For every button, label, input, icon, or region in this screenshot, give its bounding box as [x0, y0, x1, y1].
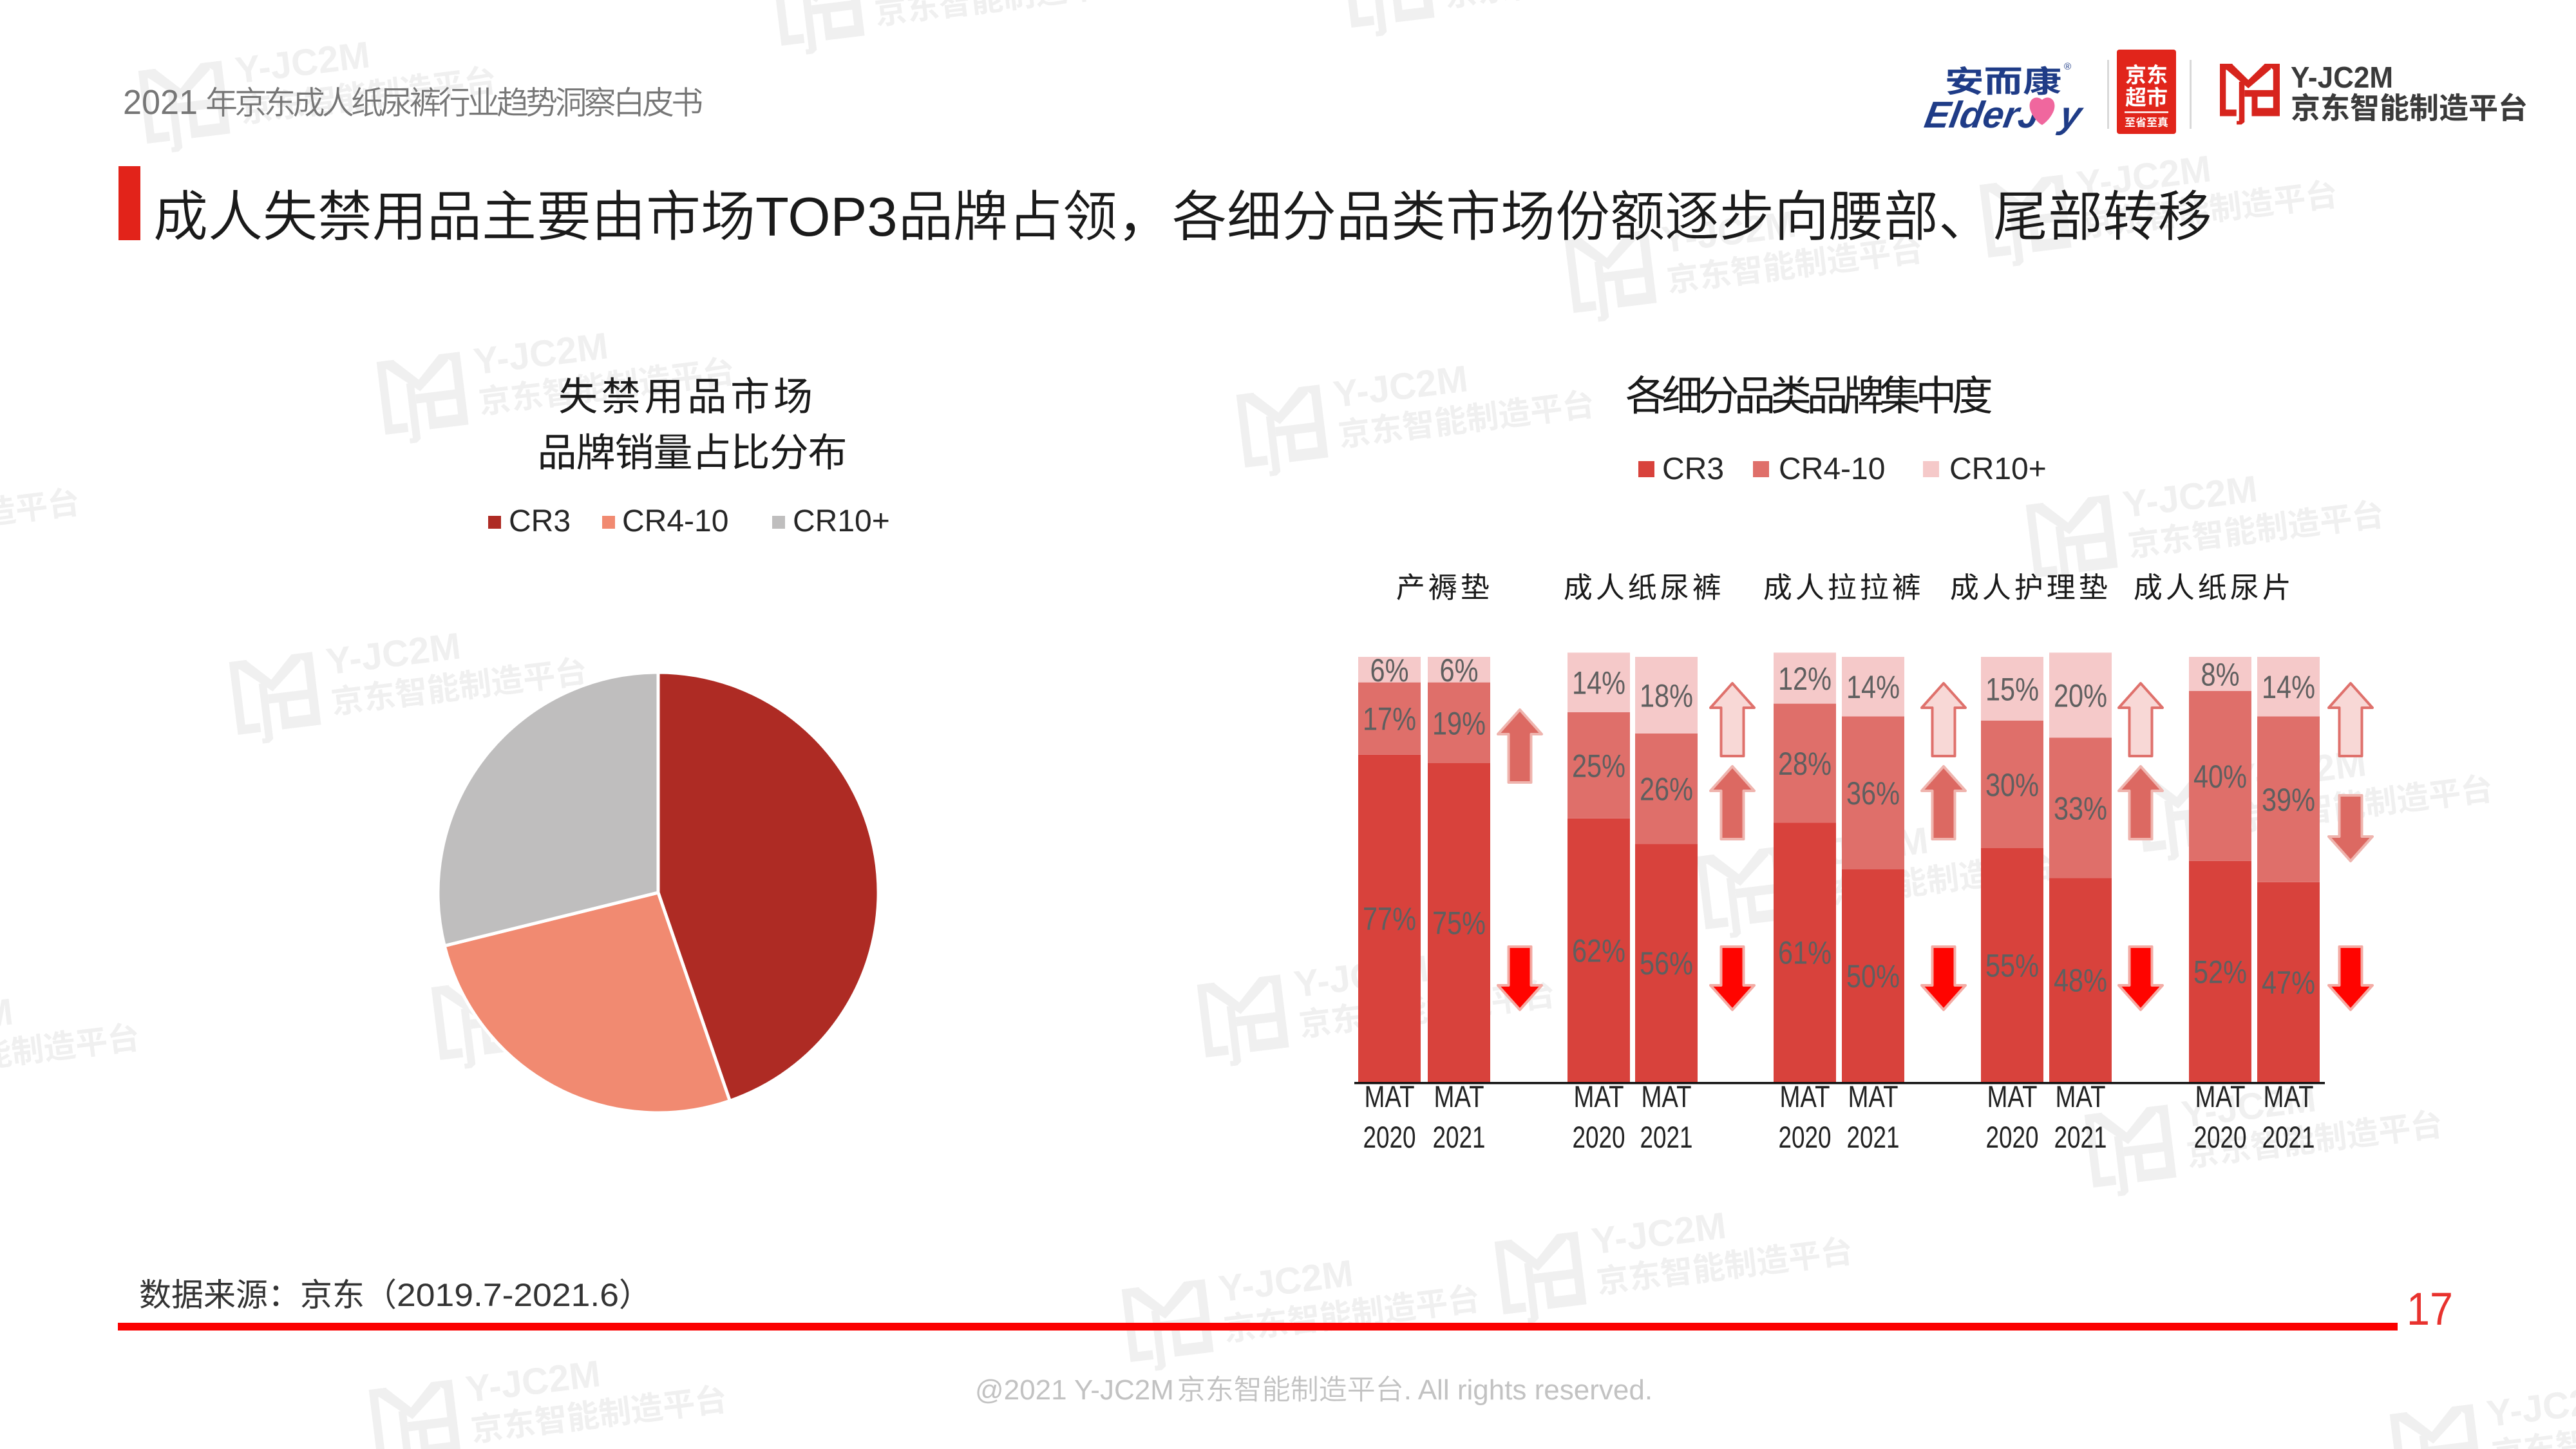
svg-text:ElderJ: ElderJ	[1922, 94, 2044, 136]
svg-text:MAT: MAT	[2056, 1079, 2106, 1113]
svg-text:40%: 40%	[2193, 759, 2247, 795]
svg-text:14%: 14%	[1846, 669, 1900, 705]
svg-text:TOP3: TOP3	[755, 187, 897, 248]
svg-text:61%: 61%	[1778, 935, 1832, 971]
svg-text:MAT: MAT	[1987, 1079, 2038, 1113]
svg-text:55%: 55%	[1985, 948, 2039, 984]
svg-text:Y-JC2M: Y-JC2M	[2291, 61, 2393, 94]
svg-text:MAT: MAT	[1780, 1079, 1830, 1113]
svg-text:33%: 33%	[2054, 790, 2107, 826]
svg-text:14%: 14%	[2262, 669, 2315, 705]
svg-text:CR3: CR3	[1662, 452, 1724, 486]
svg-text:17: 17	[2407, 1284, 2453, 1335]
svg-text:MAT: MAT	[1434, 1079, 1484, 1113]
svg-text:15%: 15%	[1985, 672, 2039, 708]
svg-text:2019.7-2021.6: 2019.7-2021.6	[397, 1277, 619, 1313]
svg-text:MAT: MAT	[1848, 1079, 1899, 1113]
svg-text:2020: 2020	[1986, 1120, 2039, 1154]
svg-text:2020: 2020	[2194, 1120, 2247, 1154]
svg-text:62%: 62%	[1572, 933, 1625, 969]
svg-text:56%: 56%	[1640, 945, 1693, 981]
svg-text:MAT: MAT	[1574, 1079, 1624, 1113]
svg-text:@2021 Y-JC2M: @2021 Y-JC2M	[975, 1374, 1174, 1406]
svg-text:6%: 6%	[1370, 652, 1409, 688]
svg-text:2021: 2021	[1847, 1120, 1900, 1154]
svg-text:®: ®	[2064, 61, 2071, 72]
svg-text:. All rights reserved.: . All rights reserved.	[1404, 1374, 1653, 1406]
svg-text:2020: 2020	[1363, 1120, 1416, 1154]
svg-text:39%: 39%	[2262, 782, 2315, 818]
svg-text:26%: 26%	[1640, 772, 1693, 808]
svg-text:2021: 2021	[2054, 1120, 2107, 1154]
svg-text:19%: 19%	[1432, 705, 1486, 741]
svg-text:CR4-10: CR4-10	[1779, 452, 1885, 486]
svg-text:MAT: MAT	[2264, 1079, 2314, 1113]
svg-text:2021: 2021	[123, 83, 198, 122]
svg-text:30%: 30%	[1985, 767, 2039, 803]
svg-text:MAT: MAT	[1365, 1079, 1415, 1113]
svg-text:CR10+: CR10+	[793, 504, 890, 538]
svg-text:17%: 17%	[1363, 701, 1416, 737]
svg-text:48%: 48%	[2054, 963, 2107, 999]
svg-text:50%: 50%	[1846, 958, 1900, 994]
svg-text:47%: 47%	[2262, 965, 2315, 1001]
svg-text:18%: 18%	[1640, 677, 1693, 714]
svg-text:CR3: CR3	[509, 504, 571, 538]
svg-text:2020: 2020	[1573, 1120, 1625, 1154]
svg-text:MAT: MAT	[2195, 1079, 2246, 1113]
svg-text:6%: 6%	[1440, 652, 1479, 688]
svg-text:CR4-10: CR4-10	[622, 504, 728, 538]
svg-text:28%: 28%	[1778, 746, 1832, 782]
svg-text:CR10+: CR10+	[1949, 452, 2047, 486]
svg-text:8%: 8%	[2201, 656, 2240, 692]
svg-text:36%: 36%	[1846, 775, 1900, 811]
svg-text:MAT: MAT	[1642, 1079, 1692, 1113]
svg-text:77%: 77%	[1363, 901, 1416, 937]
svg-text:y: y	[2055, 94, 2087, 136]
svg-text:2021: 2021	[1640, 1120, 1693, 1154]
svg-text:2021: 2021	[2262, 1120, 2315, 1154]
svg-text:2020: 2020	[1779, 1120, 1832, 1154]
svg-text:12%: 12%	[1778, 661, 1832, 697]
svg-text:20%: 20%	[2054, 677, 2107, 714]
svg-text:75%: 75%	[1432, 905, 1486, 942]
svg-text:52%: 52%	[2193, 954, 2247, 990]
svg-text:2021: 2021	[1433, 1120, 1486, 1154]
svg-text:14%: 14%	[1572, 665, 1625, 701]
svg-text:25%: 25%	[1572, 748, 1625, 784]
